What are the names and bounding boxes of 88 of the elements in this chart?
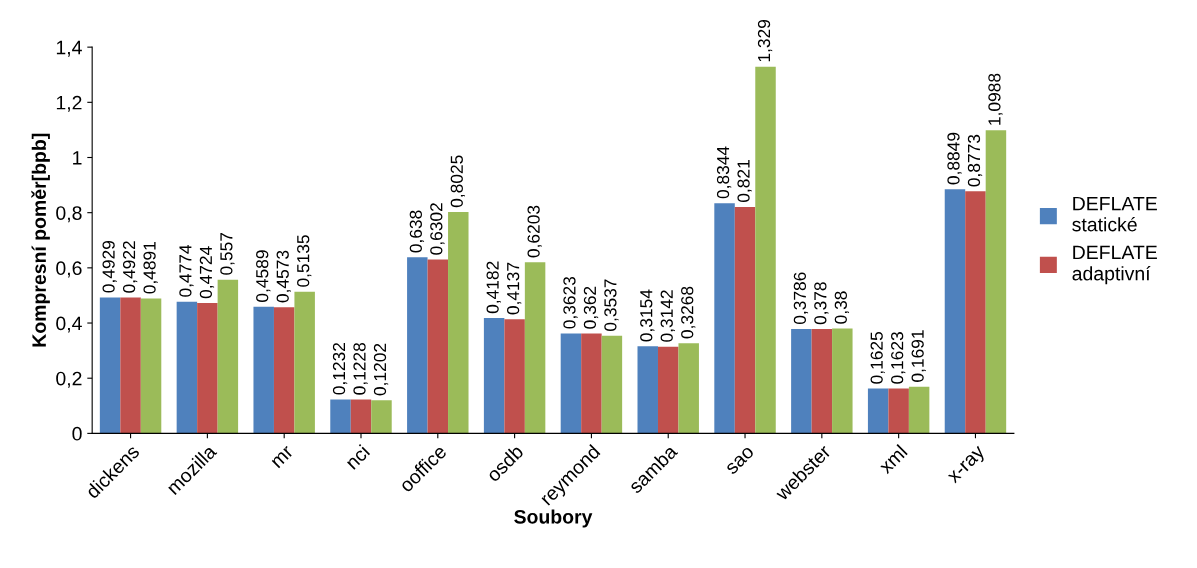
bar — [140, 298, 162, 434]
data-label: 0,3786 — [793, 272, 809, 325]
data-label: 0,8773 — [967, 134, 983, 187]
bar — [217, 279, 239, 434]
bar — [714, 203, 735, 434]
data-label: 1,329 — [757, 19, 773, 62]
y-tick-label: 1 — [73, 151, 82, 165]
data-label: 0,4137 — [506, 262, 522, 315]
data-label: 0,4573 — [276, 250, 291, 303]
data-label: 0,638 — [409, 210, 425, 253]
bar — [253, 306, 274, 434]
bar — [560, 333, 582, 434]
bar — [637, 346, 658, 434]
y-tick-label: 0,2 — [56, 371, 82, 388]
bar — [734, 206, 756, 434]
x-tick-label: nci — [344, 444, 371, 470]
bar — [811, 329, 833, 434]
bar — [350, 399, 372, 434]
bar — [371, 400, 392, 434]
bar — [888, 388, 909, 434]
bar — [427, 259, 449, 434]
bar — [448, 211, 469, 434]
bar — [197, 303, 218, 434]
data-label: 0,4929 — [102, 240, 117, 293]
data-label: 0,1232 — [332, 343, 348, 395]
bar — [330, 399, 351, 434]
data-label: 0,1625 — [870, 332, 885, 384]
y-tick-label: 0,4 — [56, 316, 82, 333]
bar — [678, 343, 699, 434]
x-tick-label: xml — [877, 444, 908, 475]
data-label: 0,1228 — [353, 342, 368, 395]
bar — [524, 262, 546, 434]
y-tick-label: 0,6 — [56, 261, 82, 278]
data-label: 0,3537 — [604, 279, 619, 331]
bar — [755, 66, 776, 434]
bar — [791, 328, 812, 434]
data-label: 0,378 — [814, 282, 829, 325]
y-tick-label: 1,4 — [56, 40, 82, 57]
bar — [985, 130, 1007, 434]
data-label: 0,1691 — [911, 330, 926, 382]
bar — [601, 335, 623, 434]
data-label: 0,3268 — [681, 286, 696, 339]
data-label: 0,362 — [583, 286, 599, 329]
data-label: 0,4774 — [179, 244, 194, 297]
bar — [99, 297, 121, 434]
y-tick-label: 1,2 — [56, 95, 82, 112]
y-tick-label: 0 — [72, 426, 82, 441]
bar — [273, 307, 295, 434]
data-label: 0,4922 — [122, 241, 138, 293]
bar — [581, 333, 602, 434]
bar — [944, 189, 966, 434]
data-label: 1,0988 — [988, 73, 1003, 125]
bar — [965, 191, 986, 434]
data-label: 0,4589 — [256, 250, 271, 302]
bar — [483, 318, 505, 434]
bar — [407, 257, 428, 434]
data-label: 0,8025 — [450, 155, 465, 208]
x-axis-title: Soubory — [514, 509, 593, 528]
data-label: 0,1623 — [891, 332, 906, 384]
data-label: 0,4891 — [143, 242, 158, 294]
data-label: 0,3623 — [563, 276, 578, 329]
data-label: 0,1202 — [373, 343, 389, 396]
data-label: 0,6302 — [430, 203, 445, 255]
data-label: 0,4182 — [486, 261, 501, 314]
y-tick-label: 0,8 — [56, 206, 82, 223]
legend-label: DEFLATE adaptivní — [1072, 245, 1157, 285]
data-label: 0,557 — [220, 232, 235, 275]
data-label: 0,3154 — [640, 289, 655, 342]
bar — [120, 297, 141, 434]
data-label: 0,821 — [737, 160, 752, 203]
data-label: 0,4724 — [199, 246, 215, 299]
bar — [504, 319, 525, 434]
data-label: 0,6203 — [527, 205, 542, 258]
x-tick-label: mr — [271, 445, 294, 469]
x-tick-label: sao — [725, 446, 755, 475]
bar — [176, 301, 198, 434]
bar — [908, 386, 930, 434]
data-label: 0,38 — [834, 291, 850, 324]
y-axis-title: Kompresní poměr[bpb] — [31, 133, 50, 347]
data-label: 0,8344 — [716, 146, 732, 199]
data-label: 0,5135 — [297, 235, 312, 287]
data-label: 0,3142 — [660, 290, 675, 342]
bar — [867, 388, 889, 434]
bar — [832, 328, 853, 434]
bar — [294, 291, 315, 434]
data-label: 0,8849 — [947, 132, 962, 185]
bar — [657, 346, 679, 434]
legend-label: DEFLATE statické — [1072, 196, 1157, 232]
